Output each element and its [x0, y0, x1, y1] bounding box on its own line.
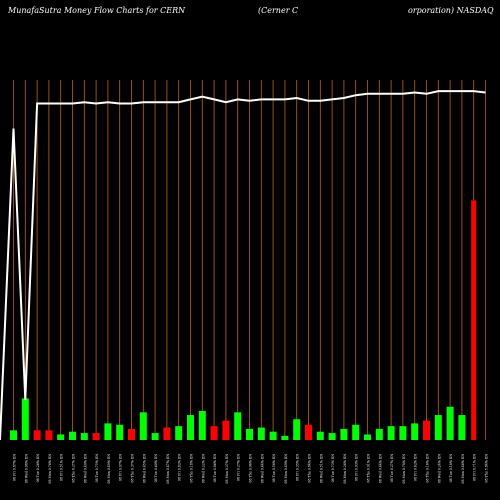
- money-flow-bar: [151, 433, 159, 440]
- x-tick-label: 08 Wed 0.24% EN: [437, 454, 441, 483]
- money-flow-bar: [293, 419, 301, 440]
- x-tick-label: 08 Tue 0.86% EN: [213, 454, 217, 483]
- money-flow-bar: [246, 428, 253, 440]
- money-flow-bar: [411, 423, 419, 440]
- money-flow-bar: [281, 435, 289, 440]
- x-tick-label: 08 Fri 0.82% EN: [178, 454, 182, 481]
- price-line: [0, 90, 486, 441]
- x-tick-label: 08 Tue 0.60% EN: [154, 454, 158, 483]
- x-tick-label: 08 Wed 0.51% EN: [319, 454, 323, 483]
- x-tick-label: 08 Fri 0.87% EN: [13, 454, 17, 481]
- x-tick-label: 08 Thu 0.18% EN: [190, 454, 194, 483]
- money-flow-bar: [128, 428, 135, 440]
- money-flow-bar: [423, 420, 430, 440]
- money-flow-bar: [80, 433, 88, 440]
- x-tick-label: 08 Tue 0.75% EN: [95, 454, 99, 483]
- x-tick-label: 08 Wed 0.40% EN: [83, 454, 87, 483]
- x-tick-label: 08 Wed 0.08% EN: [24, 454, 28, 483]
- x-tick-label: 08 Fri 0.97% EN: [119, 454, 123, 481]
- x-tick-label: 08 Thu 0.91% EN: [367, 454, 371, 483]
- x-tick-label: 08 Fri 0.51% EN: [60, 454, 64, 481]
- x-tick-label: 08 Wed 0.44% EN: [378, 454, 382, 483]
- x-tick-label: 08 Mon 0.78% EN: [402, 454, 406, 484]
- x-tick-label: 08 Fri 0.93% EN: [355, 454, 359, 481]
- grid-lines: [13, 80, 486, 440]
- x-tick-label: 08 Tue 0.56% EN: [272, 454, 276, 483]
- money-flow-bar: [269, 431, 277, 440]
- x-tick-label: 08 Mon 0.76% EN: [48, 454, 52, 484]
- x-tick-label: 08 Thu 0.84% EN: [308, 454, 312, 483]
- x-tick-label: 08 Mon 0.26% EN: [343, 454, 347, 484]
- x-tick-label: 08 Fri 0.62% EN: [414, 454, 418, 481]
- chart-title-exchange: orporation) NASDAQ: [408, 6, 494, 15]
- money-flow-bar: [387, 426, 395, 440]
- x-tick-label: 08 Wed 0.44% EN: [260, 454, 264, 483]
- x-tick-label: 08 Mon 0.49% EN: [107, 454, 111, 484]
- money-flow-bar: [458, 415, 466, 440]
- money-flow-bar: [69, 431, 76, 440]
- chart-title: MunafaSutra Money Flow Charts for CERN: [8, 6, 186, 15]
- x-axis-labels: 08 Fri 0.87% EN 08 Wed 0.08% EN 08 Tue 0.2…: [13, 454, 489, 484]
- money-flow-bar: [163, 427, 171, 440]
- money-flow-bars: [10, 200, 477, 440]
- x-tick-label: 08 Thu 5.84% EN: [485, 454, 489, 483]
- money-flow-bar: [364, 434, 371, 440]
- x-tick-label: 08 Tue 0.27% EN: [390, 454, 394, 483]
- x-tick-label: 08 Wed 0.45% EN: [142, 454, 146, 483]
- money-flow-bar: [328, 433, 336, 440]
- x-tick-label: 08 Wed 0.22% EN: [201, 454, 205, 483]
- money-flow-bar: [33, 430, 41, 440]
- money-flow-bar: [187, 415, 194, 440]
- x-tick-label: 08 Fri 0.27% EN: [237, 454, 241, 481]
- money-flow-bar: [222, 420, 230, 440]
- money-flow-bar: [116, 424, 124, 440]
- x-tick-label: 08 Mon 0.46% EN: [461, 454, 465, 484]
- money-flow-bar: [139, 412, 147, 440]
- money-flow-bar: [340, 428, 348, 440]
- x-tick-label: 08 Mon 0.37% EN: [225, 454, 229, 484]
- money-flow-bar: [316, 431, 324, 440]
- money-flow-bar: [10, 430, 17, 440]
- money-flow-bar: [305, 424, 312, 440]
- money-flow-bar: [92, 433, 100, 440]
- money-flow-bar: [57, 434, 65, 440]
- money-flow-bar: [234, 412, 242, 440]
- money-flow-bar: [45, 430, 53, 440]
- money-flow-bar: [21, 398, 29, 440]
- x-tick-label: 08 Tue 0.26% EN: [36, 454, 40, 483]
- x-tick-label: 08 Tue 0.73% EN: [331, 454, 335, 483]
- money-flow-bar: [175, 426, 183, 440]
- x-tick-label: 08 Tue 0.18% EN: [449, 454, 453, 483]
- price-line-layer: [0, 90, 486, 441]
- money-flow-bar: [210, 426, 218, 440]
- money-flow-bar: [471, 200, 477, 440]
- money-flow-bar: [446, 406, 454, 440]
- money-flow-bar: [104, 423, 112, 440]
- money-flow-bar: [257, 427, 265, 440]
- x-tick-label: 08 Thu 0.06% EN: [249, 454, 253, 483]
- money-flow-bar: [399, 426, 407, 440]
- chart-title-company: (Cerner C: [258, 6, 299, 15]
- x-tick-label: 08 Thu 0.27% EN: [72, 454, 76, 483]
- money-flow-bar: [434, 415, 442, 440]
- money-flow-bar: [352, 424, 360, 440]
- x-tick-label: 08 Mon 0.47% EN: [166, 454, 170, 484]
- x-tick-label: 08 Mon 0.49% EN: [284, 454, 288, 484]
- x-tick-label: 08 Fri 0.35% EN: [296, 454, 300, 481]
- x-tick-label: 08 Thu 0.37% EN: [131, 454, 135, 483]
- money-flow-bar: [198, 410, 206, 440]
- x-tick-label: 08 Thu 0.16% EN: [426, 454, 430, 483]
- money-flow-bar: [375, 428, 383, 440]
- x-tick-label: 08 Fri 0.71% EN: [473, 454, 477, 481]
